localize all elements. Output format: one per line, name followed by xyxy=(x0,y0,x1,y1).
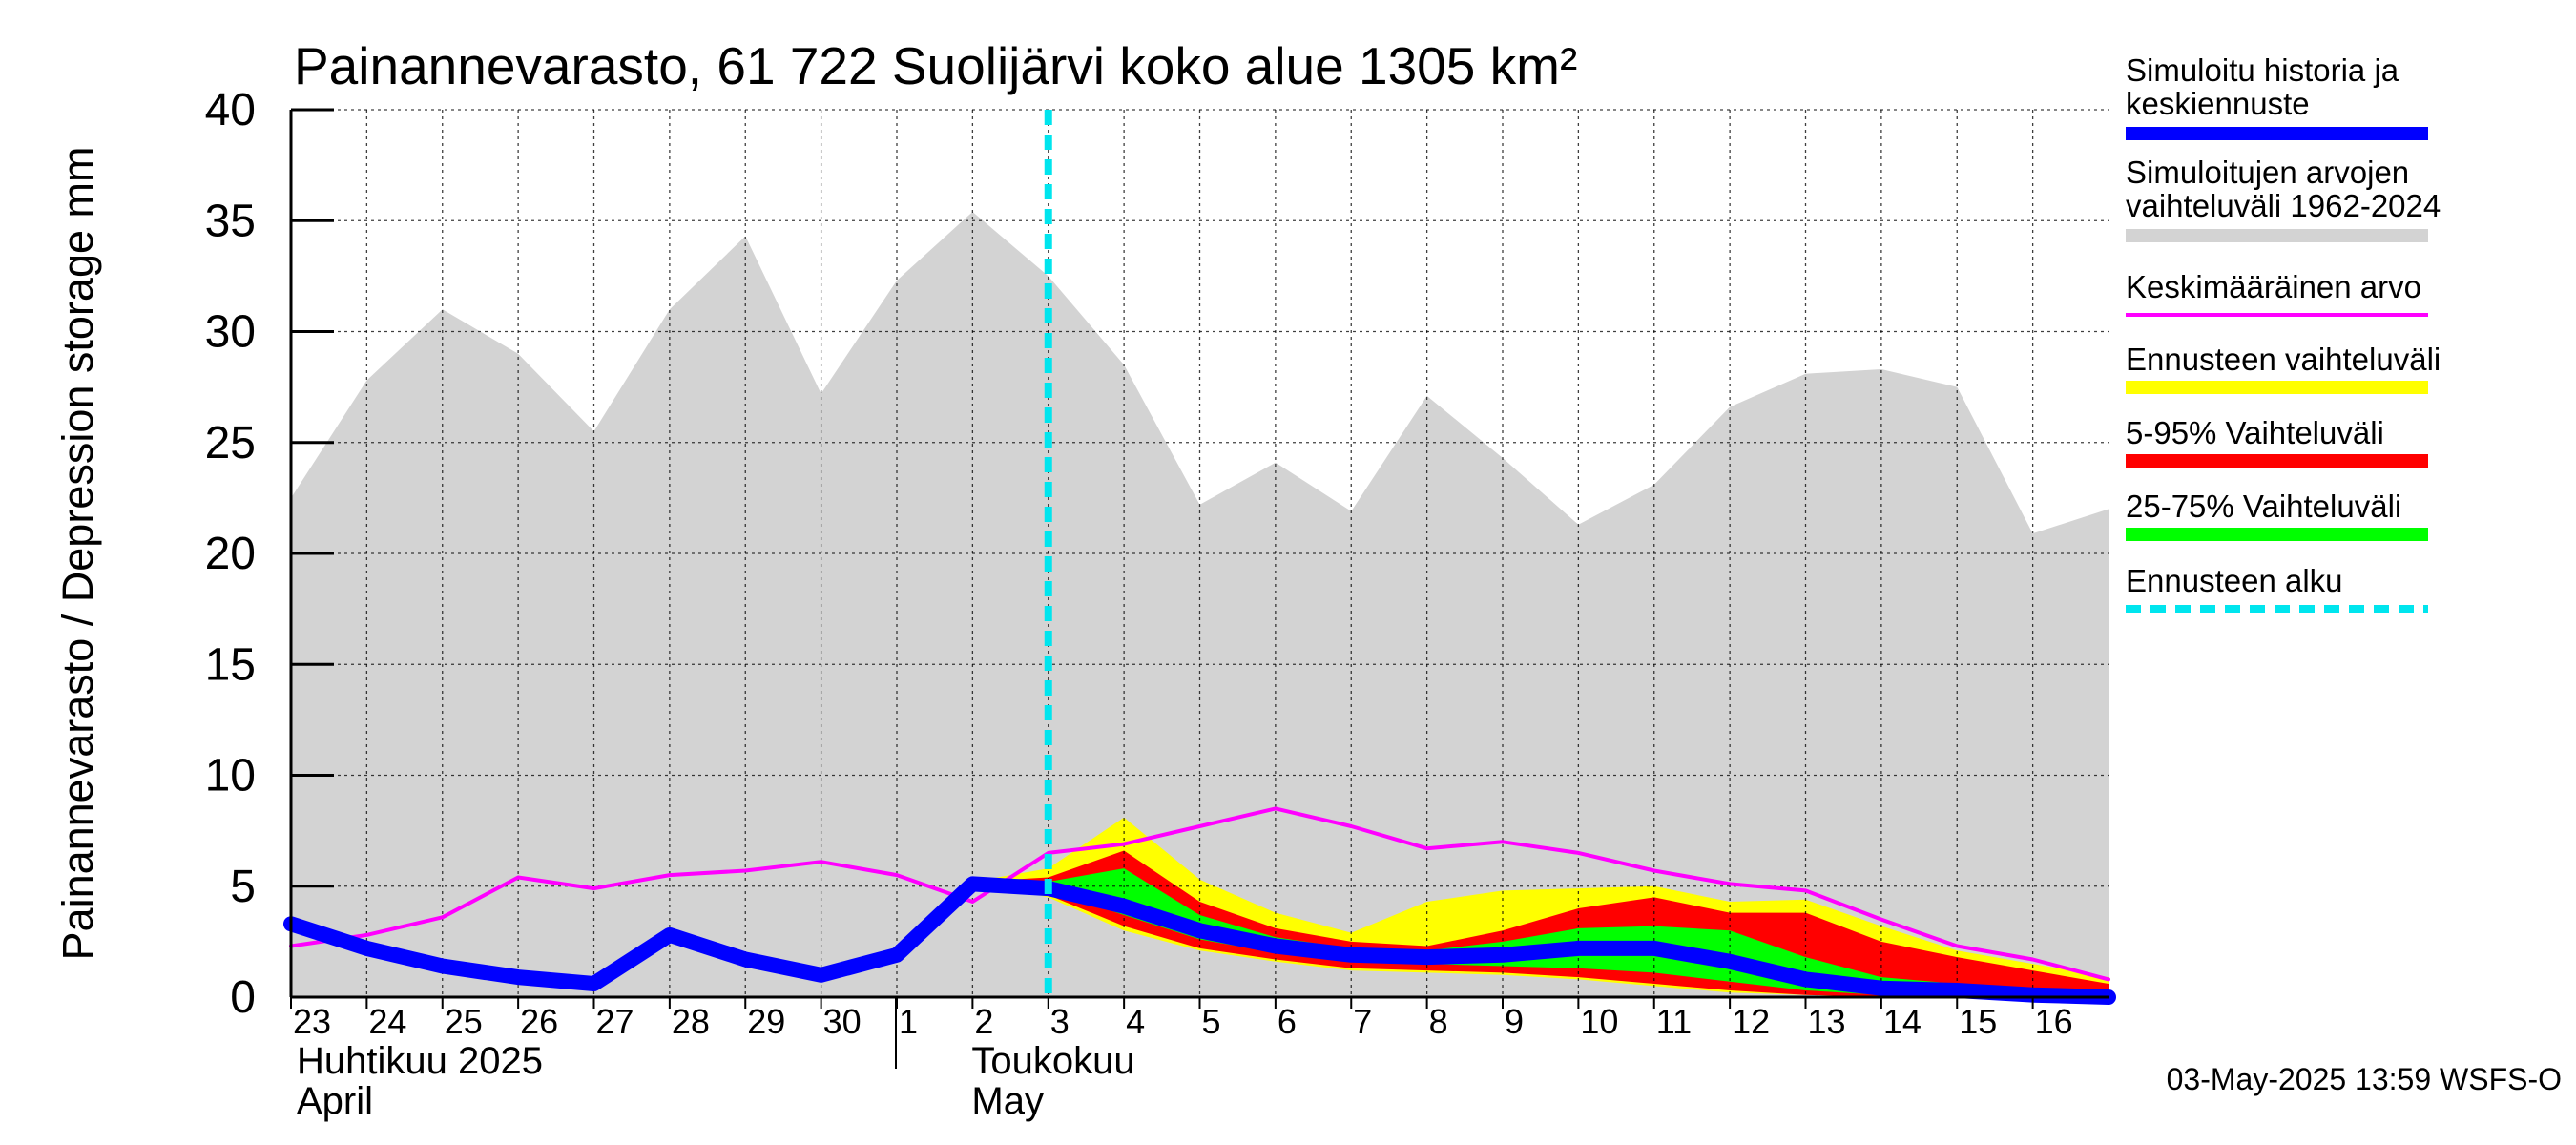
x-tick-label: 25 xyxy=(445,1002,483,1041)
legend-label-line2: vaihteluväli 1962-2024 xyxy=(2126,188,2441,223)
y-tick-label: 40 xyxy=(205,85,256,135)
series-line-0 xyxy=(289,806,2110,982)
legend-label: Ennusteen vaihteluväli xyxy=(2126,342,2441,377)
series-line-1 xyxy=(283,876,2116,1005)
x-tick-label: 5 xyxy=(1202,1002,1221,1041)
x-tick-label: 26 xyxy=(520,1002,558,1041)
footer-timestamp: 03-May-2025 13:59 WSFS-O xyxy=(2167,1062,2562,1096)
y-tick-label: 35 xyxy=(205,196,256,246)
legend-label-line2: keskiennuste xyxy=(2126,86,2310,121)
x-tick-label: 29 xyxy=(747,1002,785,1041)
x-tick-label: 12 xyxy=(1732,1002,1770,1041)
band-3 xyxy=(972,868,2109,997)
legend-label: 5-95% Vaihteluväli xyxy=(2126,415,2384,450)
x-tick-label: 24 xyxy=(368,1002,406,1041)
y-tick-label: 0 xyxy=(230,972,256,1023)
y-axis-label: Painannevarasto / Depression storage mm xyxy=(53,147,102,961)
legend-label: Simuloitujen arvojen xyxy=(2126,155,2409,190)
y-tick-label: 5 xyxy=(230,862,256,912)
band-2 xyxy=(972,850,2109,997)
x-tick-label: 23 xyxy=(293,1002,331,1041)
y-tick-label: 10 xyxy=(205,751,256,802)
x-tick-label: 30 xyxy=(823,1002,862,1041)
x-tick-label: 6 xyxy=(1278,1002,1297,1041)
x-tick-label: 2 xyxy=(974,1002,993,1041)
plot-lines xyxy=(283,110,2116,1005)
legend-label: Ennusteen alku xyxy=(2126,563,2343,598)
x-tick-label: 1 xyxy=(899,1002,918,1041)
x-tick-label: 4 xyxy=(1126,1002,1145,1041)
legend-label: 25-75% Vaihteluväli xyxy=(2126,489,2401,524)
y-tick-label: 25 xyxy=(205,418,256,468)
x-tick-label: 11 xyxy=(1656,1002,1692,1041)
chart-title: Painannevarasto, 61 722 Suolijärvi koko … xyxy=(294,36,1577,95)
x-tick-label: 13 xyxy=(1808,1002,1846,1041)
legend-label: Keskimääräinen arvo xyxy=(2126,269,2421,304)
x-tick-label: 15 xyxy=(1959,1002,1997,1041)
month-label: Toukokuu xyxy=(971,1040,1134,1082)
legend-label: Simuloitu historia ja xyxy=(2126,52,2399,88)
x-tick-label: 8 xyxy=(1429,1002,1448,1041)
y-tick-label: 15 xyxy=(205,639,256,690)
x-tick-label: 14 xyxy=(1883,1002,1922,1041)
x-tick-label: 28 xyxy=(672,1002,710,1041)
x-tick-label: 10 xyxy=(1580,1002,1618,1041)
y-tick-label: 30 xyxy=(205,307,256,358)
plot-grid xyxy=(291,109,2109,997)
x-tick-label: 7 xyxy=(1353,1002,1372,1041)
x-tick-label: 27 xyxy=(596,1002,634,1041)
month-label-en: April xyxy=(297,1080,373,1122)
x-tick-label: 16 xyxy=(2035,1002,2073,1041)
x-tick-label: 3 xyxy=(1050,1002,1070,1041)
month-label: Huhtikuu 2025 xyxy=(297,1040,543,1082)
month-label-en: May xyxy=(971,1080,1044,1122)
y-tick-label: 20 xyxy=(205,529,256,579)
x-tick-label: 9 xyxy=(1505,1002,1524,1041)
